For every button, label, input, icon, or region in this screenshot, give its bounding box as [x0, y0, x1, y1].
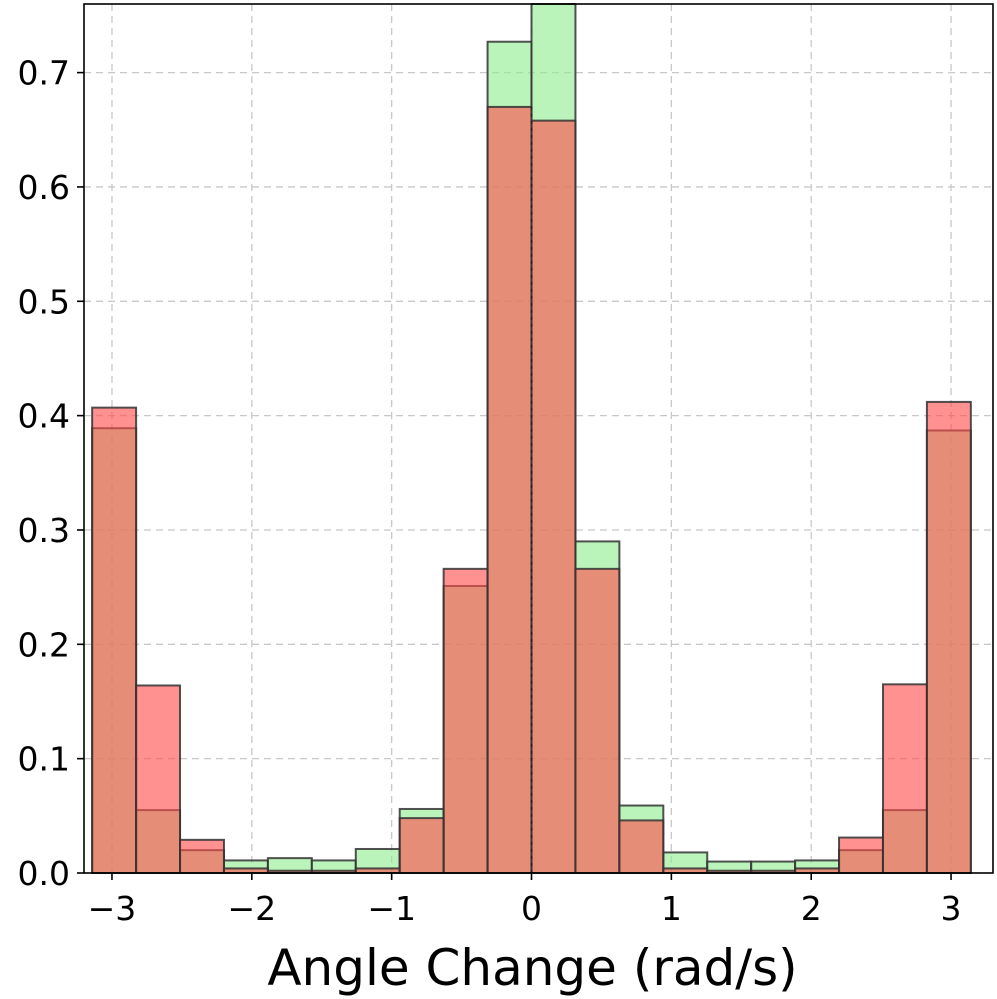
bar-series-2 — [486, 105, 533, 874]
x-tick-label: −3 — [88, 889, 137, 928]
y-tick-label: 0.1 — [18, 740, 70, 779]
x-tick-label: 1 — [661, 889, 682, 928]
bar-series-2 — [135, 684, 182, 874]
bars — [91, 3, 972, 875]
bar-series-2 — [91, 406, 138, 874]
bar-series-2 — [530, 119, 577, 874]
y-tick-label: 0.6 — [18, 168, 70, 207]
x-axis-title: Angle Change (rad/s) — [267, 939, 797, 997]
x-tick-label: 0 — [521, 889, 542, 928]
y-tick-label: 0.3 — [18, 511, 70, 550]
y-tick-label: 0.5 — [18, 282, 70, 321]
plot-frame — [83, 3, 994, 874]
bar-series-2 — [398, 817, 445, 874]
bar-series-2 — [574, 567, 621, 874]
y-tick-label: 0.0 — [18, 854, 70, 893]
bar-series-2 — [179, 838, 225, 874]
y-tick-label: 0.4 — [18, 397, 70, 436]
grid — [84, 4, 993, 874]
x-tick-label: 2 — [801, 889, 822, 928]
bar-series-2 — [838, 836, 884, 875]
x-tick-label: −2 — [227, 889, 276, 928]
y-tick-label: 0.2 — [18, 625, 70, 664]
y-tick-label: 0.7 — [18, 54, 70, 93]
x-tick-label: −1 — [367, 889, 416, 928]
x-tick-label: 3 — [941, 889, 962, 928]
bar-series-2 — [881, 683, 928, 874]
bar-series-2 — [618, 819, 665, 875]
bar-series-2 — [442, 567, 489, 874]
bar-series-2 — [925, 400, 972, 874]
axis-ticks: −3 −2 −1 0 1 2 3 0.0 0.1 0.2 0.3 0.4 0.5 0.6 0.7 — [18, 54, 962, 928]
